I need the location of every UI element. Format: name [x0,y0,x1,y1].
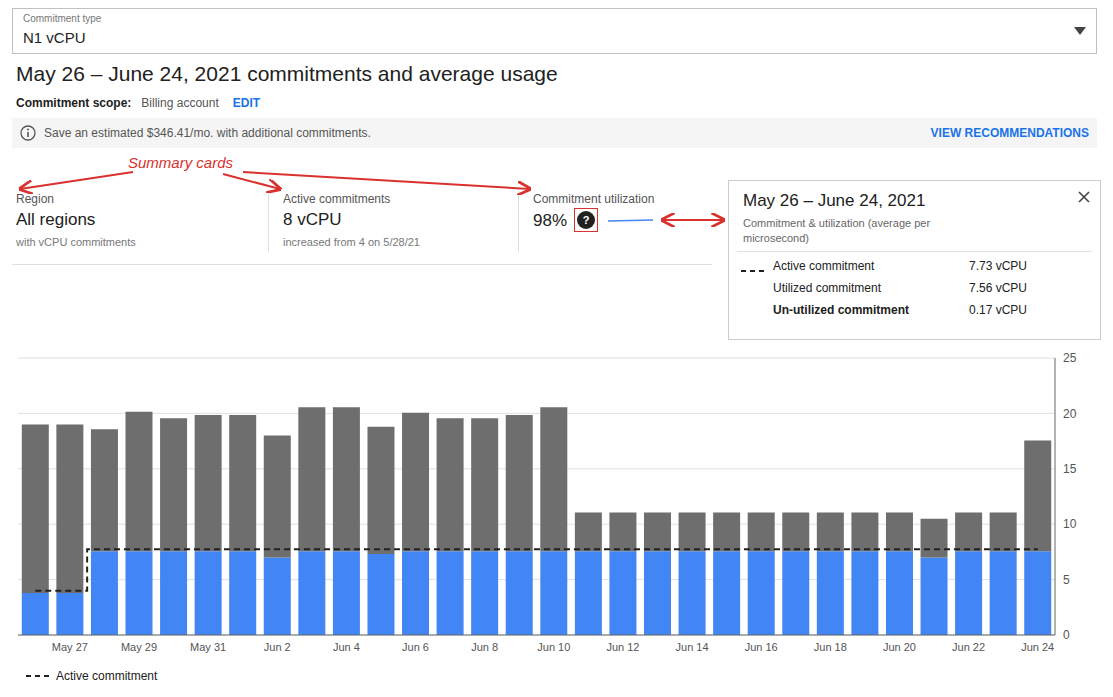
svg-text:Jun 8: Jun 8 [471,641,498,653]
html-text:8 vCPU: 8 vCPU [283,210,342,229]
svg-text:20: 20 [1063,407,1077,421]
html-text:Summary cards: Summary cards [128,154,233,171]
svg-text:Jun 22: Jun 22 [952,641,985,653]
html-text:7.73 vCPU: 7.73 vCPU [969,259,1027,273]
html-text:All regions: All regions [16,210,96,229]
html-text:Un-utilized commitment: Un-utilized commitment [773,303,909,317]
html-text:Commitment utilization: Commitment utilization [533,192,655,206]
svg-text:Jun 10: Jun 10 [537,641,570,653]
html-text:Commitment & utilization (aver: Commitment & utilization (average per [743,217,931,229]
svg-text:25: 25 [1063,351,1077,365]
svg-text:May 29: May 29 [121,641,157,653]
html-text:with vCPU commitments: with vCPU commitments [16,236,136,248]
html-text:increased from 4 on 5/28/21: increased from 4 on 5/28/21 [283,236,420,248]
html-text:98%: 98% [533,211,567,230]
html-text:0.17 vCPU: 0.17 vCPU [969,303,1027,317]
svg-text:Jun 14: Jun 14 [676,641,709,653]
svg-text:0: 0 [1063,628,1070,642]
svg-text:Jun 24: Jun 24 [1021,641,1054,653]
html-text:Commitment type: Commitment type [23,13,102,24]
svg-text:Jun 18: Jun 18 [814,641,847,653]
svg-text:Jun 12: Jun 12 [606,641,639,653]
html-text:Commitment scope:: Commitment scope: [16,96,132,110]
html-text:Utilized commitment: Utilized commitment [773,281,881,295]
svg-text:Jun 6: Jun 6 [402,641,429,653]
html-text:Region: Region [16,192,54,206]
svg-text:5: 5 [1063,573,1070,587]
svg-text:15: 15 [1063,462,1077,476]
html-text:May 26 – June 24, 2021 commitm: May 26 – June 24, 2021 commitments and a… [16,62,558,85]
html-text:Active commitments: Active commitments [283,192,391,206]
html-text:7.56 vCPU: 7.56 vCPU [969,281,1027,295]
svg-text:May 31: May 31 [190,641,226,653]
svg-text:Jun 20: Jun 20 [883,641,916,653]
svg-text:Jun 16: Jun 16 [745,641,778,653]
html-text:VIEW RECOMMENDATIONS: VIEW RECOMMENDATIONS [930,126,1089,140]
html-text:Active commitment: Active commitment [56,669,158,683]
html-text:microsecond): microsecond) [743,232,809,244]
html-text:N1 vCPU: N1 vCPU [23,29,86,46]
html-text:Save an estimated $346.41/mo.: Save an estimated $346.41/mo. with addit… [44,126,371,140]
svg-text:May 27: May 27 [52,641,88,653]
html-text:Billing account: Billing account [141,96,219,110]
html-text:May 26 – June 24, 2021: May 26 – June 24, 2021 [743,191,926,210]
svg-text:Jun 2: Jun 2 [264,641,291,653]
svg-text:10: 10 [1063,517,1077,531]
html-text:Active commitment: Active commitment [773,259,875,273]
svg-text:Jun 4: Jun 4 [333,641,360,653]
html-text:EDIT: EDIT [232,96,261,110]
